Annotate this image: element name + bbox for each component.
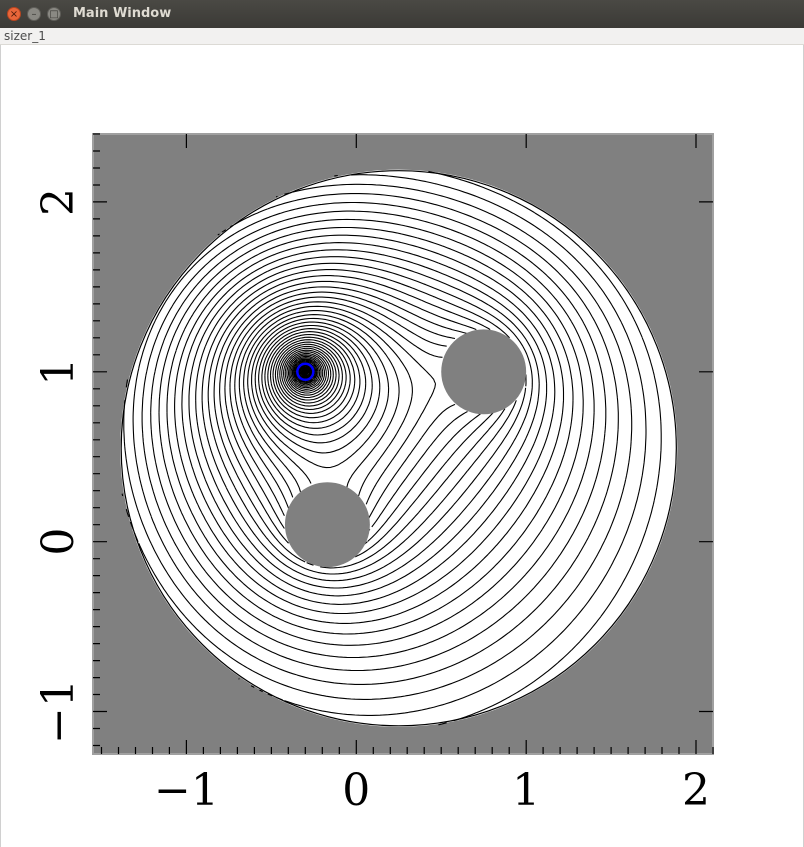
plot-frame — [92, 133, 714, 755]
point-marker[interactable] — [296, 362, 315, 382]
x-tick-label: 1 — [512, 765, 540, 816]
y-tick-label: −1 — [33, 679, 84, 744]
contour-plot: −1 0 1 2 −1 0 1 2 — [33, 133, 714, 816]
x-tick-label: −1 — [154, 765, 219, 816]
hole-2 — [284, 482, 370, 568]
outer-disk — [120, 169, 678, 727]
contour-lines — [120, 170, 677, 727]
plot-area: −1 0 1 2 −1 0 1 2 — [0, 45, 804, 847]
window-title: Main Window — [73, 6, 172, 21]
close-icon[interactable]: × — [7, 7, 21, 21]
sizer-panel-header: sizer_1 — [0, 28, 804, 45]
y-tick-label: 1 — [33, 358, 84, 386]
maximize-icon[interactable]: □ — [47, 7, 61, 21]
outer-boundary — [120, 170, 677, 727]
x-axis-tick-labels: −1 0 1 2 — [154, 765, 710, 816]
title-bar: × – □ Main Window — [0, 0, 804, 28]
x-tick-label: 0 — [342, 765, 370, 816]
y-tick-label: 2 — [33, 188, 84, 216]
disk-holes — [284, 329, 527, 568]
sizer-label: sizer_1 — [4, 29, 46, 43]
contour-path — [121, 170, 662, 726]
x-tick-label: 2 — [682, 765, 710, 816]
minimize-icon[interactable]: – — [27, 7, 41, 21]
tick-marks — [93, 133, 714, 754]
disk-domain — [120, 169, 678, 727]
axis-ticks — [93, 133, 714, 754]
y-tick-label: 0 — [33, 528, 84, 556]
hole-1 — [441, 329, 527, 415]
y-axis-tick-labels: −1 0 1 2 — [33, 188, 84, 744]
